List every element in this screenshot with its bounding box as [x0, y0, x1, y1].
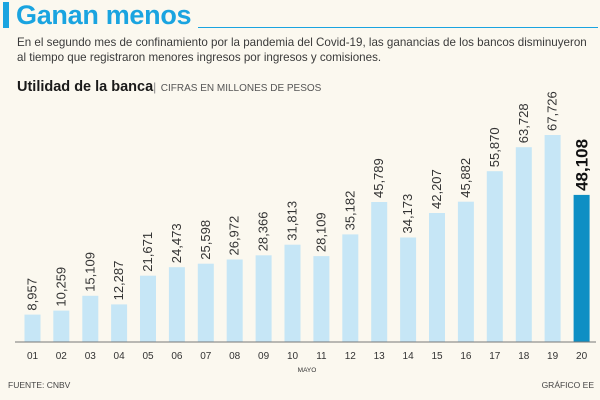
value-label-18: 63,728 [516, 103, 531, 143]
value-label-01: 8,957 [25, 278, 40, 311]
bar-09 [255, 255, 272, 342]
value-label-14: 34,173 [400, 194, 415, 234]
bar-07 [197, 263, 214, 342]
tick-label-09: 09 [258, 351, 270, 362]
value-label-02: 10,259 [53, 267, 68, 307]
bar-16 [457, 201, 474, 342]
bar-10 [284, 244, 301, 342]
value-label-13: 45,789 [371, 158, 386, 198]
chart-subtitle: CIFRAS EN MILLONES DE PESOS [160, 83, 322, 94]
value-label-11: 28,109 [313, 212, 328, 252]
source-note: FUENTE: CNBV [8, 380, 71, 390]
value-label-17: 55,870 [487, 127, 502, 167]
chart-title: Utilidad de la banca [17, 79, 154, 95]
tick-label-07: 07 [200, 351, 212, 362]
value-label-20: 48,108 [573, 139, 592, 191]
tick-label-16: 16 [460, 351, 472, 362]
page-title: Ganan menos [16, 0, 192, 30]
value-label-08: 26,972 [227, 216, 242, 256]
value-label-04: 12,287 [111, 261, 126, 301]
tick-label-08: 08 [229, 351, 241, 362]
bar-19 [544, 135, 561, 342]
tick-label-06: 06 [171, 351, 183, 362]
bars-group [24, 135, 590, 342]
bar-03 [82, 295, 99, 342]
graphic-credit: GRÁFICO EE [541, 380, 594, 390]
chart-heading: Utilidad de la banca| CIFRAS EN MILLONES… [17, 78, 321, 96]
bar-18 [515, 147, 532, 342]
value-label-05: 21,671 [140, 232, 155, 272]
value-label-07: 25,598 [198, 220, 213, 260]
tick-label-18: 18 [518, 351, 530, 362]
bar-04 [111, 304, 128, 342]
tick-labels-group: 01 02 03 04 05 06 07 08 09 10 11 12 13 14 15 16 17 18 19 20 [27, 351, 588, 362]
bar-12 [342, 234, 359, 342]
tick-label-11: 11 [316, 351, 327, 362]
bar-01 [24, 314, 41, 342]
bar-17 [486, 171, 503, 342]
bar-11 [313, 256, 330, 342]
value-label-12: 35,182 [342, 191, 357, 231]
tick-label-02: 02 [56, 351, 68, 362]
bar-13 [371, 202, 388, 342]
tick-label-01: 01 [27, 351, 39, 362]
bar-15 [429, 213, 445, 342]
value-label-16: 45,882 [458, 158, 473, 198]
x-axis-label: MAYO [298, 367, 317, 374]
headline-accent-bar [3, 2, 9, 28]
bar-05 [140, 275, 156, 342]
tick-label-12: 12 [345, 351, 357, 362]
chart-title-separator: | [153, 80, 157, 94]
tick-label-13: 13 [374, 351, 386, 362]
value-label-15: 42,207 [429, 169, 444, 209]
intro-text: En el segundo mes de confinamiento por l… [17, 36, 587, 64]
tick-label-15: 15 [431, 351, 443, 362]
tick-label-05: 05 [142, 351, 154, 362]
tick-label-04: 04 [114, 351, 126, 362]
value-label-09: 28,366 [256, 212, 271, 252]
headline-rule [198, 27, 598, 28]
value-labels-group: 8,957 10,259 15,109 12,287 21,671 24,473 25,59… [25, 91, 592, 310]
bar-14 [400, 237, 417, 342]
bar-02 [53, 310, 70, 342]
bar-20 [573, 194, 590, 342]
tick-label-10: 10 [287, 351, 299, 362]
tick-label-14: 14 [403, 351, 415, 362]
value-label-19: 67,726 [545, 91, 560, 131]
bar-08 [226, 259, 243, 342]
tick-label-17: 17 [489, 351, 501, 362]
value-label-06: 24,473 [169, 223, 184, 263]
value-label-10: 31,813 [285, 201, 300, 241]
value-label-03: 15,109 [82, 252, 97, 292]
tick-label-20: 20 [576, 351, 588, 362]
tick-label-19: 19 [547, 351, 559, 362]
tick-label-03: 03 [85, 351, 97, 362]
bar-06 [168, 267, 185, 342]
